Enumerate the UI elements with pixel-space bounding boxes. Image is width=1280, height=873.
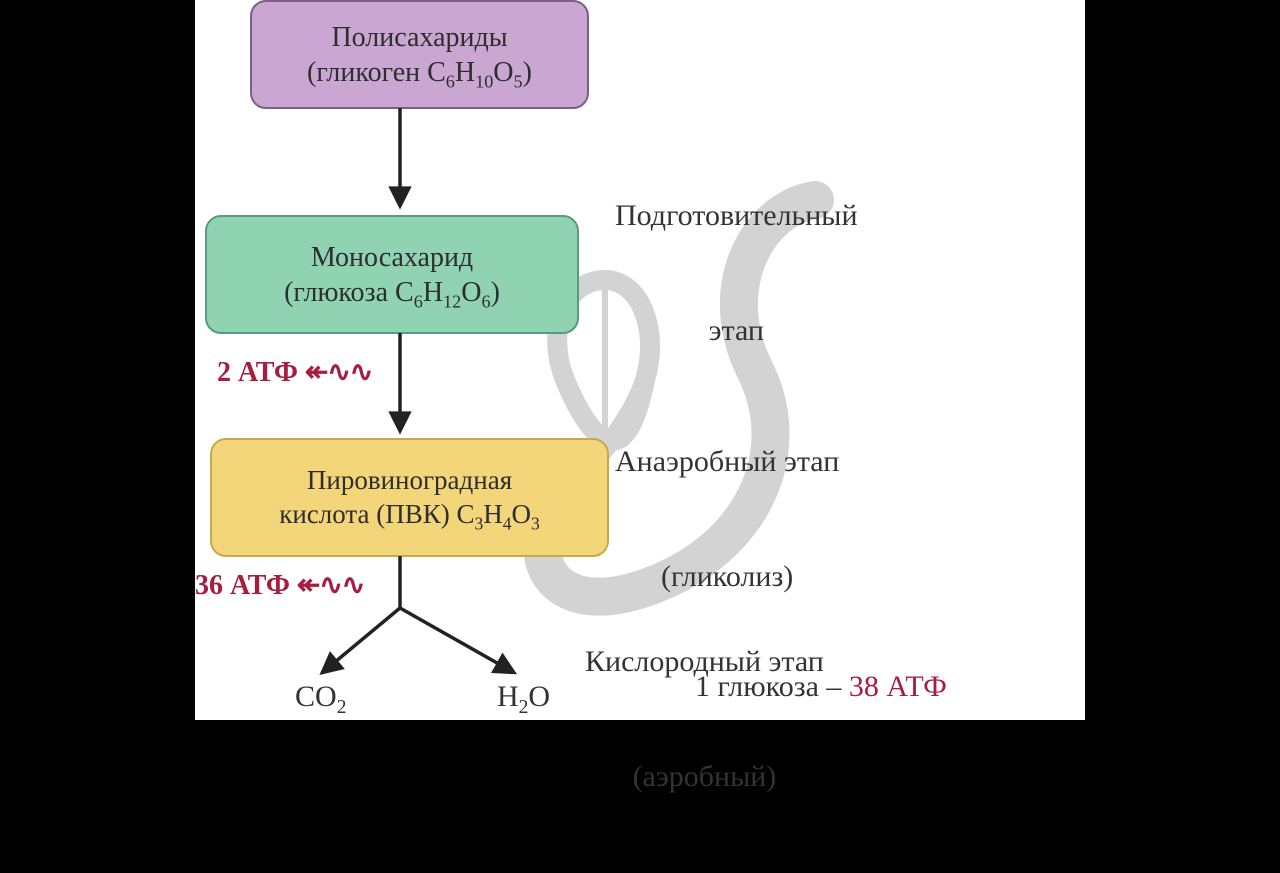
- node-poly-line2: (гликоген C6H10O5): [307, 55, 532, 90]
- atp-output-36: 36 АТФ ↞∿∿: [195, 568, 364, 602]
- arrow-split-to-co2: [323, 608, 400, 672]
- node-polysaccharides: Полисахариды (гликоген C6H10O5): [250, 0, 589, 109]
- node-poly-line1: Полисахариды: [331, 20, 507, 55]
- node-pyruvic-acid: Пировиноградная кислота (ПВК) C3H4O3: [210, 438, 609, 557]
- end-product-co2: CO2: [295, 680, 346, 714]
- node-mono-line1: Моносахарид: [311, 240, 473, 275]
- node-mono-line2: (глюкоза C6H12O6): [284, 275, 500, 310]
- node-pvk-line1: Пировиноградная: [307, 464, 512, 498]
- atp-output-2: 2 АТФ ↞∿∿: [217, 355, 372, 389]
- squiggle-arrow-icon: ↞∿∿: [297, 570, 364, 601]
- end-product-h2o: H2O: [497, 680, 550, 714]
- node-pvk-line2: кислота (ПВК) C3H4O3: [279, 498, 540, 532]
- footnote-total-atp: 1 глюкоза – 38 АТФ: [695, 670, 947, 704]
- node-monosaccharide: Моносахарид (глюкоза C6H12O6): [205, 215, 579, 334]
- diagram-stage: Полисахариды (гликоген C6H10O5) Моносаха…: [195, 0, 1085, 720]
- squiggle-arrow-icon: ↞∿∿: [305, 357, 372, 388]
